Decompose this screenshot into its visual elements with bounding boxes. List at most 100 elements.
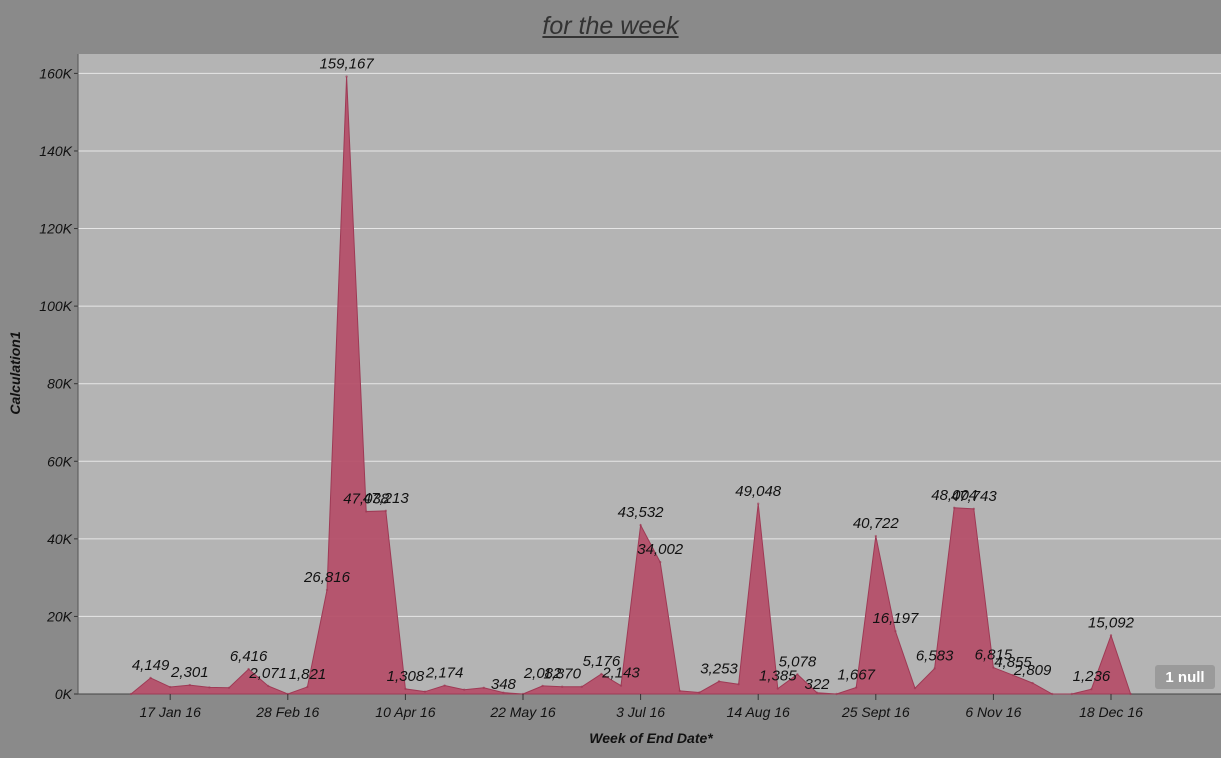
data-point: [776, 687, 779, 690]
x-axis-title: Week of End Date*: [589, 730, 713, 746]
data-label: 2,143: [601, 665, 640, 682]
y-tick-label: 0K: [55, 686, 73, 702]
x-tick-label: 18 Dec 16: [1079, 704, 1143, 720]
data-label: 6,416: [230, 648, 268, 665]
data-point: [580, 685, 583, 688]
data-point: [953, 506, 956, 510]
data-label: 40,722: [853, 515, 900, 532]
data-point: [737, 683, 740, 686]
chart-title: for the week: [542, 12, 679, 40]
x-tick-label: 10 Apr 16: [375, 704, 435, 720]
data-point: [717, 680, 721, 683]
data-label: 1,667: [837, 667, 875, 684]
data-label: 48,004: [931, 487, 977, 504]
data-label: 4,855: [994, 654, 1032, 671]
data-label: 2,809: [1013, 662, 1052, 679]
data-label: 43,532: [618, 504, 665, 521]
y-tick-label: 40K: [47, 531, 73, 547]
data-point: [541, 684, 544, 688]
data-label: 26,816: [303, 569, 351, 586]
data-point: [1090, 688, 1093, 691]
data-point: [404, 687, 407, 691]
x-tick-label: 3 Jul 16: [616, 704, 665, 720]
data-point: [972, 507, 975, 511]
data-point: [1070, 692, 1074, 696]
data-label: 49,048: [735, 483, 782, 500]
data-point: [482, 686, 485, 689]
data-point: [619, 684, 623, 687]
data-point: [463, 688, 466, 691]
data-point: [561, 685, 564, 688]
data-point: [247, 667, 250, 671]
y-tick-label: 140K: [39, 143, 72, 159]
data-point: [855, 686, 858, 689]
x-tick-label: 17 Jan 16: [139, 704, 201, 720]
data-point: [659, 560, 662, 564]
data-point: [678, 689, 681, 693]
data-point: [815, 691, 819, 694]
data-label: 348: [491, 676, 517, 693]
data-point: [933, 667, 936, 670]
data-point: [208, 686, 211, 689]
data-label: 159,167: [319, 56, 374, 73]
data-point: [384, 509, 387, 513]
data-label: 3,253: [700, 660, 738, 677]
data-label: 47,743: [951, 488, 998, 505]
data-point: [267, 684, 270, 688]
data-point: [913, 686, 917, 690]
data-point: [423, 690, 427, 693]
data-point: [443, 684, 446, 687]
y-tick-label: 80K: [47, 376, 73, 392]
data-label: 2,082: [523, 665, 562, 682]
data-point: [169, 685, 172, 689]
data-label: 1,385: [759, 668, 797, 685]
data-point: [796, 673, 799, 676]
y-tick-label: 100K: [39, 298, 72, 314]
data-point: [874, 534, 877, 538]
data-label: 4,149: [132, 657, 170, 674]
data-point: [502, 691, 505, 694]
data-label: 15,092: [1088, 614, 1135, 631]
data-point: [1051, 692, 1054, 696]
data-point: [325, 588, 329, 592]
data-point: [639, 523, 642, 527]
data-label: 6,583: [916, 647, 954, 664]
null-indicator-badge[interactable]: 1 null: [1155, 665, 1215, 689]
x-tick-label: 22 May 16: [489, 704, 556, 720]
y-tick-label: 120K: [39, 221, 72, 237]
data-point: [306, 685, 309, 689]
data-label: 1,308: [387, 668, 425, 685]
data-point: [1031, 681, 1034, 685]
data-label: 2,301: [170, 664, 209, 681]
data-point: [345, 75, 348, 78]
data-point: [365, 510, 368, 513]
data-label: 2,174: [425, 665, 464, 682]
data-label: 1,870: [543, 666, 581, 683]
data-point: [1129, 692, 1132, 696]
data-label: 47,213: [363, 490, 410, 507]
data-label: 322: [804, 676, 830, 693]
data-label: 1,821: [289, 666, 327, 683]
data-point: [1109, 634, 1113, 637]
data-point: [188, 683, 191, 687]
y-tick-label: 160K: [39, 65, 72, 81]
data-label: 47,038: [343, 491, 390, 508]
x-tick-label: 6 Nov 16: [965, 704, 1021, 720]
x-tick-label: 14 Aug 16: [727, 704, 791, 720]
data-point: [149, 676, 152, 680]
data-point: [227, 686, 231, 689]
data-label: 6,815: [975, 647, 1013, 664]
data-label: 5,078: [779, 653, 817, 670]
data-label: 1,236: [1073, 668, 1111, 685]
data-point: [1011, 673, 1015, 677]
data-point: [698, 691, 701, 694]
data-label: 5,176: [583, 653, 621, 670]
x-tick-label: 28 Feb 16: [255, 704, 319, 720]
data-point: [600, 672, 603, 676]
data-label: 2,071: [248, 665, 287, 682]
y-tick-label: 60K: [47, 453, 73, 469]
data-point: [835, 692, 838, 696]
data-label: 34,002: [637, 541, 684, 558]
y-tick-label: 20K: [46, 608, 73, 624]
x-tick-label: 25 Sept 16: [841, 704, 910, 720]
